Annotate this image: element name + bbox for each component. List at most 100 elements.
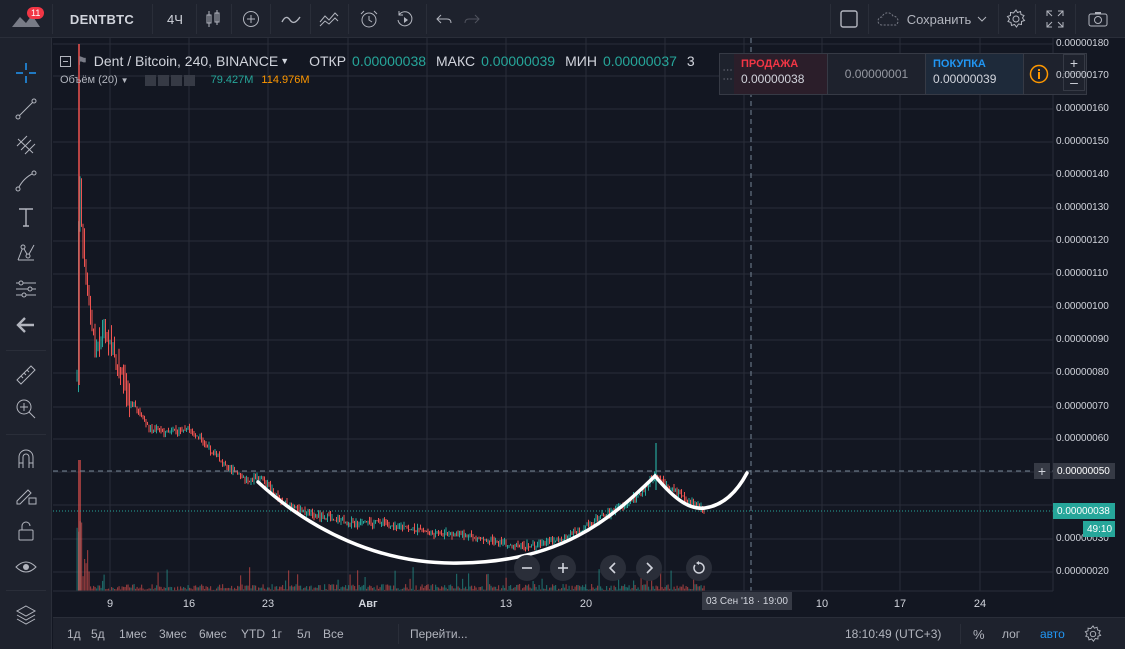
cup-handle-drawing[interactable]: [256, 471, 749, 565]
sell-button[interactable]: ПРОДАЖА 0.00000038: [734, 54, 828, 94]
zoom-in-button[interactable]: [550, 555, 576, 581]
zoom-tool[interactable]: [9, 394, 43, 424]
flag-icon[interactable]: ⚑: [77, 54, 88, 68]
volume-bar: [550, 587, 552, 591]
range-button[interactable]: 1мес: [119, 627, 147, 641]
brush-tool[interactable]: [9, 166, 43, 196]
volume-bar: [153, 589, 155, 591]
volume-bar: [586, 589, 588, 591]
financials-button[interactable]: [316, 0, 342, 38]
range-button[interactable]: 1г: [271, 627, 283, 641]
quantity-increase-button[interactable]: +: [1063, 54, 1085, 72]
divider: [1075, 4, 1076, 34]
volume-bar: [310, 585, 312, 591]
volume-bar: [624, 584, 626, 591]
ruler-tool[interactable]: [9, 360, 43, 390]
volume-bar: [358, 585, 360, 591]
volume-bar: [475, 587, 477, 591]
save-button[interactable]: Сохранить: [868, 0, 996, 38]
interval-button[interactable]: 4Ч: [167, 11, 183, 27]
back-arrow-tool[interactable]: [9, 310, 43, 340]
stay-in-drawing-tool[interactable]: [9, 480, 43, 510]
high-value: 0.00000039: [481, 53, 556, 69]
volume-title[interactable]: Объём (20): [60, 74, 118, 86]
info-button[interactable]: [1024, 54, 1054, 94]
log-scale-toggle[interactable]: лог: [1002, 627, 1021, 641]
volume-bar: [91, 588, 93, 591]
range-button[interactable]: 5д: [91, 627, 105, 641]
volume-bar: [313, 587, 315, 591]
gear-icon[interactable]: [157, 74, 169, 86]
object-tree-tool[interactable]: [9, 600, 43, 630]
settings-button[interactable]: [1003, 0, 1029, 38]
eye-icon[interactable]: [144, 74, 156, 86]
chevron-down-icon[interactable]: ▼: [280, 56, 290, 66]
volume-bar: [531, 588, 533, 591]
chart-settings-button[interactable]: [1084, 618, 1102, 649]
volume-bar: [388, 585, 390, 591]
price-chart[interactable]: [53, 38, 1125, 617]
volume-bar: [540, 589, 542, 591]
volume-bar: [607, 589, 609, 591]
close-icon[interactable]: [183, 74, 195, 86]
candles-style-button[interactable]: [200, 0, 226, 38]
collapse-legend-icon[interactable]: [60, 55, 71, 67]
hide-drawings-tool[interactable]: [9, 552, 43, 582]
scroll-right-button[interactable]: [636, 555, 662, 581]
volume-bar: [681, 586, 683, 591]
volume-bar: [610, 585, 612, 591]
trend-line-icon: [15, 98, 37, 120]
pattern-tool[interactable]: [9, 238, 43, 268]
zoom-out-button[interactable]: [514, 555, 540, 581]
time-tick-label: 24: [973, 598, 987, 610]
text-tool[interactable]: [9, 202, 43, 232]
compare-button[interactable]: [238, 0, 264, 38]
indicators-button[interactable]: [278, 0, 304, 38]
reset-chart-button[interactable]: [686, 555, 712, 581]
pitchfork-tool[interactable]: [9, 130, 43, 160]
add-alert-button[interactable]: +: [1034, 463, 1050, 479]
trading-panel: ⋮⋮ ПРОДАЖА 0.00000038 0.00000001 ПОКУПКА…: [719, 53, 1087, 95]
buy-button[interactable]: ПОКУПКА 0.00000039: [926, 54, 1024, 94]
range-button[interactable]: 3мес: [159, 627, 187, 641]
symbol-title[interactable]: Dent / Bitcoin, 240, BINANCE: [93, 53, 279, 69]
drag-handle-icon[interactable]: ⋮⋮: [721, 65, 733, 83]
volume-bar: [489, 584, 491, 591]
percent-scale-toggle[interactable]: %: [973, 626, 985, 642]
undo-button[interactable]: [432, 0, 456, 38]
quantity-decrease-button[interactable]: –: [1063, 73, 1085, 91]
magnet-tool[interactable]: [9, 444, 43, 474]
camera-icon: [1088, 12, 1108, 27]
chevron-down-icon[interactable]: ▼: [120, 75, 129, 85]
volume-bar: [421, 584, 423, 591]
layout-button[interactable]: [836, 0, 862, 38]
snapshot-button[interactable]: [1085, 0, 1111, 38]
range-button[interactable]: Все: [323, 627, 344, 641]
layers-icon: [15, 605, 37, 625]
price-tick-label: 0.00000090: [1056, 334, 1109, 345]
plus-icon[interactable]: [170, 74, 182, 86]
volume-bar: [312, 589, 314, 591]
prediction-tool[interactable]: [9, 274, 43, 304]
goto-date-button[interactable]: Перейти...: [410, 627, 468, 641]
logo-menu-button[interactable]: 11: [0, 0, 52, 38]
crosshair-tool[interactable]: [9, 58, 43, 88]
alert-button[interactable]: [356, 0, 382, 38]
range-button[interactable]: 5л: [297, 627, 311, 641]
fullscreen-button[interactable]: [1042, 0, 1068, 38]
symbol-search-button[interactable]: DENTBTC: [69, 11, 135, 27]
redo-button[interactable]: [460, 0, 484, 38]
volume-bar: [646, 573, 648, 591]
volume-bar: [465, 586, 467, 591]
trend-line-tool[interactable]: [9, 94, 43, 124]
indicator-controls[interactable]: [144, 74, 195, 86]
range-button[interactable]: 1д: [67, 627, 81, 641]
range-button[interactable]: 6мес: [199, 627, 227, 641]
replay-button[interactable]: [392, 0, 418, 38]
volume-bar: [484, 589, 486, 591]
scroll-left-button[interactable]: [600, 555, 626, 581]
lock-drawings-tool[interactable]: [9, 516, 43, 546]
clock-timezone[interactable]: 18:10:49 (UTC+3): [845, 627, 942, 641]
range-button[interactable]: YTD: [241, 627, 265, 641]
auto-scale-toggle[interactable]: авто: [1040, 627, 1065, 641]
